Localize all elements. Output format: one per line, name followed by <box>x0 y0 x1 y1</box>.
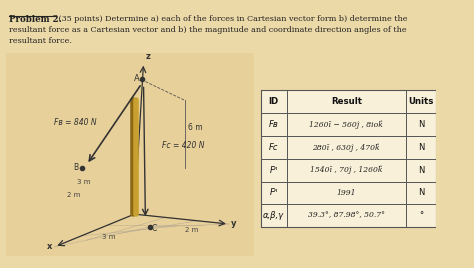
Text: α,β,γ: α,β,γ <box>263 211 284 220</box>
Text: x: x <box>47 242 53 251</box>
Text: 3 m: 3 m <box>77 180 90 185</box>
Text: °: ° <box>419 211 423 220</box>
Text: N: N <box>418 188 424 198</box>
Text: Problem 2.: Problem 2. <box>9 15 62 24</box>
Text: B: B <box>73 163 78 172</box>
Text: 39.3°, 87.98°, 50.7°: 39.3°, 87.98°, 50.7° <box>308 212 385 220</box>
FancyBboxPatch shape <box>261 91 436 227</box>
Text: (35 points) Determine a) each of the forces in Cartesian vector form b) determin: (35 points) Determine a) each of the for… <box>56 15 408 23</box>
Text: A: A <box>135 73 140 83</box>
Text: y: y <box>231 219 236 228</box>
Text: 2 m: 2 m <box>185 227 198 233</box>
Text: Result: Result <box>331 97 362 106</box>
Text: Units: Units <box>408 97 434 106</box>
Text: 2 m: 2 m <box>67 192 81 198</box>
Text: Fᴿ: Fᴿ <box>270 188 278 198</box>
Text: N: N <box>418 143 424 152</box>
Text: resultant force.: resultant force. <box>9 37 72 45</box>
Text: Fᴄ: Fᴄ <box>269 143 279 152</box>
Text: 6 m: 6 m <box>188 123 202 132</box>
Text: 1991: 1991 <box>337 189 356 197</box>
Text: Fʙ = 3/(5√ₓ) · 1/(√5)(840) + 1/(840): Fʙ = 3/(5√ₓ) · 1/(√5)(840) + 1/(840) <box>263 220 413 228</box>
Text: Fᴄ = 420 N: Fᴄ = 420 N <box>162 141 204 150</box>
Text: z: z <box>146 52 150 61</box>
Text: 1260ī − 560ĵ , 8ⅰok̂: 1260ī − 560ĵ , 8ⅰok̂ <box>310 120 383 129</box>
Text: C: C <box>152 224 157 233</box>
Text: 280ī , 630ĵ , 470k̂: 280ī , 630ĵ , 470k̂ <box>312 143 380 152</box>
Text: 1540ī , 70ĵ , 1260k̂: 1540ī , 70ĵ , 1260k̂ <box>310 166 383 174</box>
Text: N: N <box>418 120 424 129</box>
FancyBboxPatch shape <box>6 53 254 256</box>
Text: 3 m: 3 m <box>102 234 116 240</box>
Text: Fʙ = fʙxī + fʙyĵ + fʙzk̂: Fʙ = fʙxī + fʙyĵ + fʙzk̂ <box>263 204 365 214</box>
Text: N: N <box>418 166 424 175</box>
Text: resultant force as a Cartesian vector and b) the magnitude and coordinate direct: resultant force as a Cartesian vector an… <box>9 26 406 34</box>
Text: Fᴿ: Fᴿ <box>270 166 278 175</box>
Text: Fʙ = 840 N: Fʙ = 840 N <box>54 118 96 127</box>
Text: ID: ID <box>269 97 279 106</box>
Text: Fʙ: Fʙ <box>269 120 279 129</box>
